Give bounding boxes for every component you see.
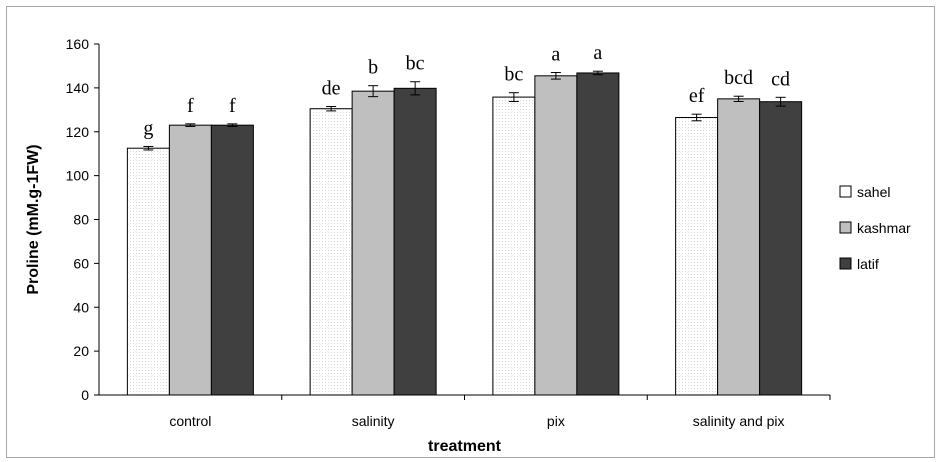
- legend-swatch-latif: [839, 257, 852, 270]
- bar-latif: [759, 101, 803, 396]
- bars: [126, 70, 803, 396]
- x-tick-label: salinity: [352, 413, 395, 429]
- significance-letter: b: [368, 57, 378, 79]
- bar-latif: [576, 72, 620, 396]
- significance-letter: g: [143, 117, 153, 139]
- significance-letter: cd: [771, 68, 790, 90]
- y-tick-label: 140: [66, 80, 90, 96]
- y-tick-label: 40: [73, 299, 89, 315]
- bar-kashmar: [534, 75, 578, 396]
- significance-letter: bc: [504, 64, 523, 86]
- y-tick-label: 120: [66, 124, 90, 140]
- significance-letter: ef: [689, 85, 705, 107]
- y-tick-label: 20: [73, 343, 89, 359]
- x-tick-label: pix: [547, 413, 565, 429]
- significance-letter: f: [187, 95, 194, 117]
- bar-sahel: [675, 116, 719, 396]
- y-tick-label: 100: [66, 168, 90, 184]
- significance-letter: a: [551, 44, 560, 66]
- y-axis-title: Proline (mM.g-1FW): [25, 144, 42, 294]
- bar-latif: [393, 87, 437, 396]
- x-tick-label: salinity and pix: [693, 413, 785, 429]
- legend-label-sahel: sahel: [857, 184, 890, 200]
- legend-label-latif: latif: [857, 256, 879, 272]
- significance-letter: f: [229, 95, 236, 117]
- x-axis-title: treatment: [428, 438, 502, 455]
- y-tick-label: 60: [73, 255, 89, 271]
- x-tick-label: control: [169, 413, 211, 429]
- legend: sahel kashmar latif: [839, 184, 911, 272]
- legend-label-kashmar: kashmar: [857, 220, 911, 236]
- bar-sahel: [309, 108, 353, 396]
- bar-kashmar: [168, 124, 212, 396]
- bar-kashmar: [717, 98, 761, 396]
- significance-letter: bc: [406, 53, 425, 75]
- legend-swatch-kashmar: [839, 221, 852, 234]
- bar-sahel: [492, 96, 536, 396]
- significance-letter: bcd: [724, 67, 753, 89]
- y-tick-label: 0: [81, 387, 89, 403]
- y-tick-label: 160: [66, 36, 90, 52]
- significance-letter: de: [322, 78, 341, 100]
- bar-kashmar: [351, 90, 395, 396]
- y-tick-label: 80: [73, 212, 89, 228]
- legend-swatch-sahel: [839, 185, 852, 198]
- significance-letter: a: [593, 42, 602, 64]
- bar-sahel: [126, 147, 170, 396]
- bar-latif: [210, 124, 254, 396]
